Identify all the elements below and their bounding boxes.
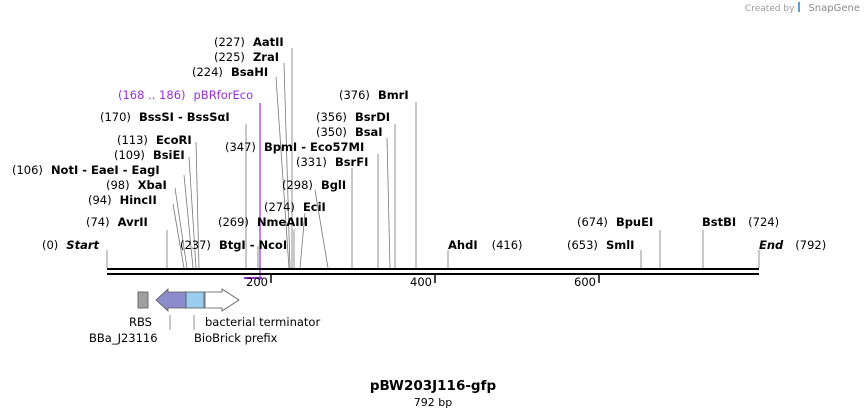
site-bsrfi: (331) BsrFI bbox=[296, 155, 368, 169]
feature-promoter-arrow bbox=[155, 288, 187, 312]
tick-label-400: 400 bbox=[410, 275, 432, 289]
site-line-bsahi bbox=[275, 76, 290, 269]
site-bsssi: (170) BssSI - BssSαI bbox=[100, 110, 230, 124]
site-labels: (227) AatII (225) ZraI (224) BsaHI (168 .. … bbox=[12, 35, 826, 252]
site-line-ecori bbox=[195, 141, 200, 269]
site-bpuei: (674) BpuEI bbox=[577, 215, 653, 229]
site-zrai: (225) ZraI bbox=[214, 50, 279, 64]
tick-label-600: 600 bbox=[574, 275, 596, 289]
site-line-ecii bbox=[299, 212, 306, 269]
site-aatii: (227) AatII bbox=[214, 35, 284, 49]
plasmid-length: 792 bp bbox=[413, 396, 453, 409]
site-bmri: (376) BmrI bbox=[339, 88, 409, 102]
site-smli: (653) SmlI bbox=[567, 238, 634, 252]
feature-biobrick-prefix bbox=[185, 291, 205, 309]
site-bsahi: (224) BsaHI bbox=[192, 65, 268, 79]
snapgene-credit: Created by SnapGene bbox=[745, 2, 860, 14]
site-xbai: (98) XbaI bbox=[106, 178, 167, 192]
site-lines bbox=[106, 48, 760, 269]
site-bpmi: (347) BpmI - Eco57MI bbox=[225, 140, 364, 154]
site-hincii: (94) HincII bbox=[88, 193, 157, 207]
site-bsiei: (109) BsiEI bbox=[114, 148, 185, 162]
plasmid-name: pBW203J116-gfp bbox=[369, 378, 497, 394]
feature-terminator-arrow bbox=[204, 288, 240, 312]
credit-text: Created by bbox=[744, 4, 795, 14]
site-ahdi: AhdI (416) bbox=[448, 238, 523, 252]
site-start: (0) Start bbox=[42, 238, 100, 252]
site-line-bsai bbox=[386, 137, 391, 269]
site-bsrdi: (356) BsrDI bbox=[316, 110, 390, 124]
feature-label-bba-j23116: BBa_J23116 bbox=[89, 331, 158, 345]
site-bstbi: BstBI (724) bbox=[702, 215, 779, 229]
site-btgi: (237) BtgI - NcoI bbox=[180, 238, 287, 252]
site-noti: (106) NotI - EaeI - EagI bbox=[12, 163, 160, 177]
feature-label-rbs: RBS bbox=[129, 315, 152, 329]
site-line-bgli bbox=[314, 189, 329, 269]
feature-label-biobrick-prefix: BioBrick prefix bbox=[194, 331, 278, 345]
site-nmeaiii: (269) NmeAIII bbox=[218, 215, 308, 229]
feature-rbs bbox=[137, 291, 149, 309]
site-end: End (792) bbox=[759, 238, 826, 252]
site-bsai: (350) BsaI bbox=[316, 125, 383, 139]
site-line-bsiei bbox=[188, 156, 197, 269]
snapgene-logo-icon bbox=[798, 2, 806, 12]
site-ecori: (113) EcoRI bbox=[117, 133, 192, 147]
feature-label-terminator: bacterial terminator bbox=[205, 315, 320, 329]
site-line-noti bbox=[183, 174, 194, 269]
site-avrii: (74) AvrII bbox=[86, 215, 148, 229]
site-ecii: (274) EciI bbox=[264, 200, 326, 214]
credit-brand: SnapGene bbox=[808, 3, 860, 14]
tick-label-200: 200 bbox=[246, 275, 268, 289]
site-bgli: (298) BglI bbox=[282, 178, 346, 192]
site-line-zrai bbox=[283, 62, 291, 269]
site-line-hincii bbox=[172, 203, 185, 269]
primer-label: (168 .. 186) pBRforEco bbox=[118, 88, 253, 102]
site-line-xbai bbox=[174, 187, 188, 269]
ruler-ticks bbox=[270, 275, 600, 283]
